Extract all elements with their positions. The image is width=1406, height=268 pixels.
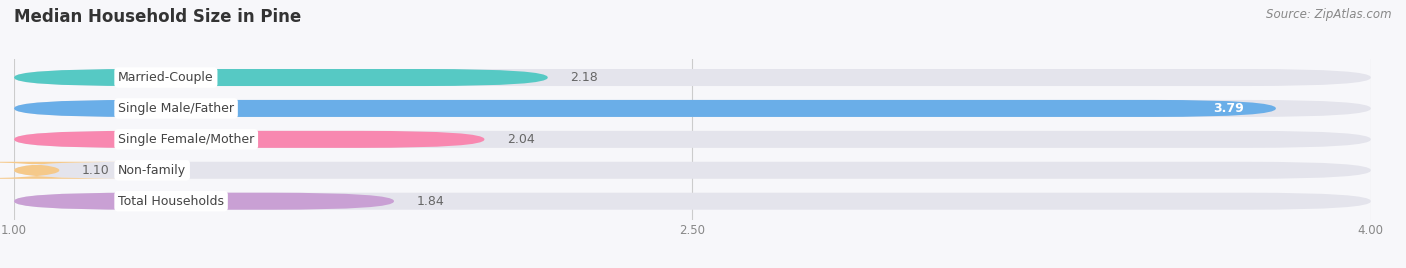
Text: 1.84: 1.84 bbox=[416, 195, 444, 208]
FancyBboxPatch shape bbox=[14, 131, 1371, 148]
FancyBboxPatch shape bbox=[14, 193, 1371, 210]
Text: Married-Couple: Married-Couple bbox=[118, 71, 214, 84]
Text: Total Households: Total Households bbox=[118, 195, 224, 208]
Text: 2.18: 2.18 bbox=[571, 71, 598, 84]
FancyBboxPatch shape bbox=[0, 162, 136, 179]
FancyBboxPatch shape bbox=[14, 100, 1275, 117]
Text: Non-family: Non-family bbox=[118, 164, 186, 177]
FancyBboxPatch shape bbox=[14, 131, 485, 148]
FancyBboxPatch shape bbox=[14, 100, 1371, 117]
Text: 3.79: 3.79 bbox=[1213, 102, 1244, 115]
FancyBboxPatch shape bbox=[14, 193, 394, 210]
Text: 2.04: 2.04 bbox=[508, 133, 534, 146]
Text: Source: ZipAtlas.com: Source: ZipAtlas.com bbox=[1267, 8, 1392, 21]
Text: Median Household Size in Pine: Median Household Size in Pine bbox=[14, 8, 301, 26]
FancyBboxPatch shape bbox=[14, 69, 548, 86]
Text: Single Female/Mother: Single Female/Mother bbox=[118, 133, 254, 146]
Text: 1.10: 1.10 bbox=[82, 164, 110, 177]
Text: Single Male/Father: Single Male/Father bbox=[118, 102, 233, 115]
FancyBboxPatch shape bbox=[14, 162, 1371, 179]
FancyBboxPatch shape bbox=[14, 69, 1371, 86]
